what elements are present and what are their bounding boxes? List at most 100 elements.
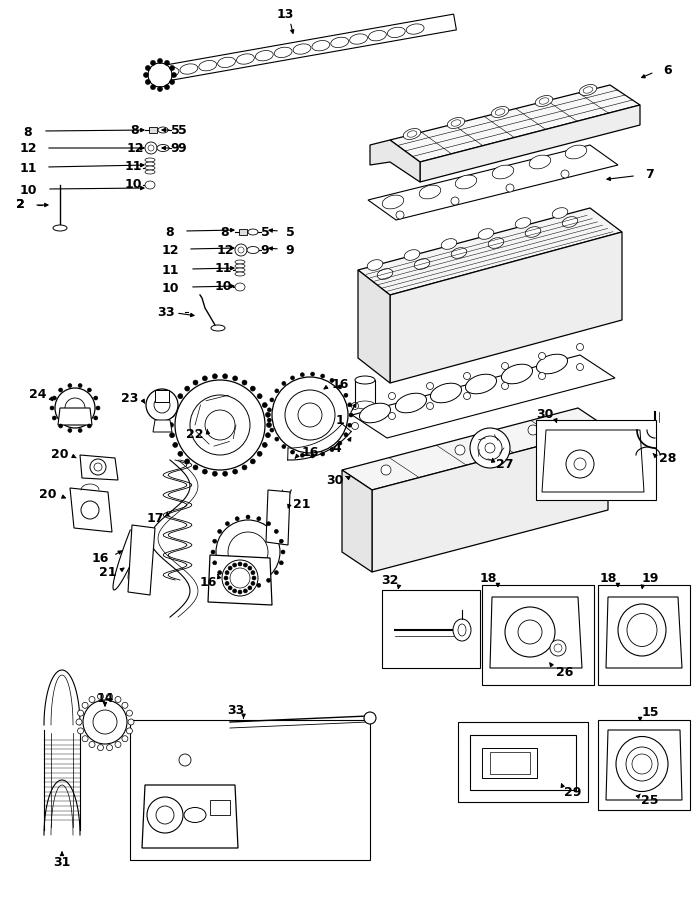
Circle shape bbox=[126, 710, 132, 716]
Circle shape bbox=[238, 247, 244, 253]
Text: 10: 10 bbox=[214, 281, 231, 293]
Text: 30: 30 bbox=[536, 409, 553, 421]
Circle shape bbox=[262, 443, 267, 447]
Circle shape bbox=[311, 454, 314, 458]
Ellipse shape bbox=[355, 376, 375, 384]
Circle shape bbox=[145, 142, 157, 154]
Circle shape bbox=[235, 517, 239, 521]
Circle shape bbox=[107, 744, 112, 751]
Circle shape bbox=[126, 728, 132, 733]
Circle shape bbox=[257, 393, 262, 399]
Circle shape bbox=[246, 585, 250, 589]
Ellipse shape bbox=[145, 166, 155, 170]
Circle shape bbox=[146, 389, 178, 421]
Ellipse shape bbox=[235, 260, 245, 264]
Circle shape bbox=[211, 550, 215, 554]
Text: 11: 11 bbox=[124, 159, 141, 173]
Circle shape bbox=[76, 719, 82, 725]
Circle shape bbox=[65, 398, 85, 418]
Circle shape bbox=[146, 66, 151, 70]
Polygon shape bbox=[266, 490, 290, 545]
Circle shape bbox=[175, 380, 265, 470]
Bar bbox=[482, 748, 537, 778]
Circle shape bbox=[364, 712, 376, 724]
Text: 17: 17 bbox=[146, 511, 164, 525]
Circle shape bbox=[348, 423, 352, 428]
Circle shape bbox=[243, 563, 247, 567]
Ellipse shape bbox=[406, 24, 424, 34]
Circle shape bbox=[233, 563, 237, 567]
Text: 15: 15 bbox=[641, 706, 659, 718]
Circle shape bbox=[506, 184, 514, 192]
Circle shape bbox=[122, 702, 128, 708]
Polygon shape bbox=[358, 208, 622, 295]
Circle shape bbox=[87, 388, 91, 392]
Text: 8: 8 bbox=[166, 226, 174, 239]
Circle shape bbox=[228, 586, 232, 590]
Text: 3: 3 bbox=[158, 305, 167, 319]
Circle shape bbox=[217, 529, 222, 534]
Text: 11: 11 bbox=[161, 264, 178, 276]
Text: 4: 4 bbox=[332, 442, 342, 454]
Circle shape bbox=[147, 797, 183, 833]
Circle shape bbox=[228, 566, 232, 570]
Circle shape bbox=[248, 586, 252, 590]
Ellipse shape bbox=[579, 85, 597, 95]
Circle shape bbox=[561, 170, 569, 178]
Circle shape bbox=[158, 58, 162, 64]
Circle shape bbox=[550, 640, 566, 656]
Bar bbox=[598, 720, 690, 810]
Ellipse shape bbox=[158, 127, 168, 133]
Circle shape bbox=[83, 700, 127, 744]
Ellipse shape bbox=[360, 403, 390, 423]
Circle shape bbox=[270, 398, 274, 402]
Ellipse shape bbox=[455, 176, 477, 189]
Circle shape bbox=[222, 472, 228, 476]
Circle shape bbox=[502, 363, 509, 370]
Circle shape bbox=[396, 211, 404, 219]
Text: 10: 10 bbox=[161, 282, 178, 294]
Circle shape bbox=[193, 465, 198, 470]
Ellipse shape bbox=[491, 106, 509, 118]
Polygon shape bbox=[153, 420, 172, 432]
Text: 5: 5 bbox=[171, 123, 179, 137]
Ellipse shape bbox=[199, 60, 217, 71]
Circle shape bbox=[576, 364, 583, 371]
Ellipse shape bbox=[488, 238, 504, 248]
Ellipse shape bbox=[395, 393, 427, 413]
Circle shape bbox=[266, 522, 270, 526]
Ellipse shape bbox=[247, 247, 259, 254]
Circle shape bbox=[151, 60, 155, 66]
Circle shape bbox=[222, 560, 258, 596]
Ellipse shape bbox=[501, 364, 533, 383]
Text: 18: 18 bbox=[480, 572, 497, 584]
Bar bbox=[598, 585, 690, 685]
Bar bbox=[490, 752, 530, 774]
Circle shape bbox=[279, 539, 283, 544]
Circle shape bbox=[528, 425, 538, 435]
Ellipse shape bbox=[414, 258, 430, 269]
Ellipse shape bbox=[407, 130, 417, 137]
Bar bbox=[458, 722, 588, 802]
Text: 12: 12 bbox=[161, 244, 178, 256]
Circle shape bbox=[242, 380, 247, 385]
Text: 9: 9 bbox=[261, 244, 269, 256]
Ellipse shape bbox=[492, 165, 514, 179]
Circle shape bbox=[257, 451, 262, 456]
Ellipse shape bbox=[248, 229, 258, 235]
Circle shape bbox=[464, 373, 470, 380]
Polygon shape bbox=[490, 597, 582, 668]
Ellipse shape bbox=[293, 44, 311, 54]
Circle shape bbox=[250, 459, 255, 464]
Circle shape bbox=[344, 433, 348, 436]
Circle shape bbox=[427, 402, 434, 410]
Ellipse shape bbox=[404, 129, 421, 140]
Polygon shape bbox=[70, 488, 112, 532]
Ellipse shape bbox=[478, 229, 493, 239]
Ellipse shape bbox=[458, 624, 466, 636]
Text: 11: 11 bbox=[20, 161, 37, 175]
Circle shape bbox=[266, 412, 270, 418]
Circle shape bbox=[238, 562, 242, 566]
Circle shape bbox=[282, 382, 286, 385]
Ellipse shape bbox=[255, 50, 273, 61]
